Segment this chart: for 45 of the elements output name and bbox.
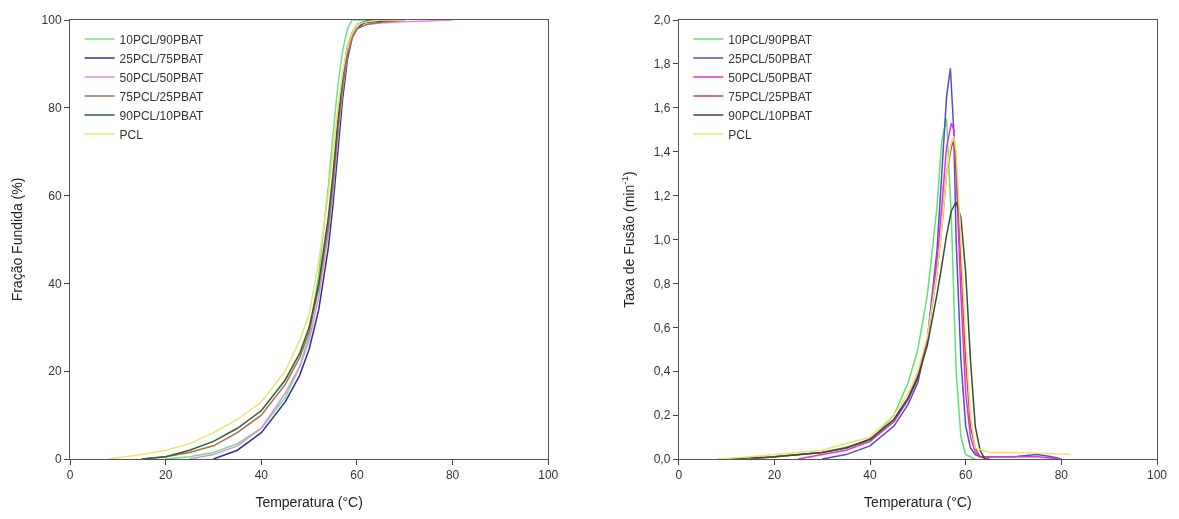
y-tick-label: 0,2 [653,408,671,423]
y-tick-label: 1,8 [653,57,671,72]
x-tick-label: 20 [767,468,782,483]
y-tick-label: 100 [41,13,62,28]
x-tick-label: 0 [675,468,683,483]
y-tick-label: 0,4 [653,364,671,379]
x-tick-label: 60 [959,468,973,483]
x-tick-label: 100 [1146,468,1168,483]
x-tick-label: 40 [863,468,878,483]
legend-label: 75PCL/25PBAT [119,89,205,104]
legend-label: PCL [119,127,144,142]
legend-label: 25PCL/50PBAT [728,51,813,66]
legend-label: 75PCL/25PBAT [728,89,813,104]
x-tick-label: 80 [445,468,460,483]
y-tick-label: 1,4 [653,144,671,159]
y-tick-label: 0,8 [653,276,671,291]
legend-label: 90PCL/10PBAT [119,108,205,123]
y-tick-label: 1,6 [653,101,671,115]
x-tick-label: 40 [254,468,269,483]
x-tick-label: 0 [66,468,74,483]
y-tick-label: 80 [48,101,62,115]
y-tick-label: 40 [48,276,62,291]
x-axis-title: Temperatura (°C) [255,493,363,510]
x-tick-label: 100 [538,468,559,483]
y-tick-label: 0,0 [653,452,671,467]
x-tick-label: 20 [158,468,173,483]
y-tick-label: 1,2 [653,188,671,203]
legend-label: 90PCL/10PBAT [728,108,813,123]
legend-label: 50PCL/50PBAT [119,70,205,85]
y-tick-label: 0 [54,452,62,467]
y-tick-label: 60 [48,188,62,203]
x-tick-label: 80 [1054,468,1069,483]
legend-label: 10PCL/90PBAT [728,32,813,47]
legend-label: 25PCL/75PBAT [119,51,205,66]
x-tick-label: 60 [350,468,364,483]
y-tick-label: 1,0 [653,232,671,247]
x-axis-title: Temperatura (°C) [864,493,972,510]
legend-label: PCL [728,127,752,142]
y-tick-label: 0,6 [653,320,671,335]
y-tick-label: 2,0 [653,13,671,28]
legend-label: 10PCL/90PBAT [119,32,205,47]
y-axis-title: Fração Fundida (%) [9,177,26,302]
legend-label: 50PCL/50PBAT [728,70,813,85]
y-tick-label: 20 [48,364,62,379]
line-series [797,122,1063,459]
